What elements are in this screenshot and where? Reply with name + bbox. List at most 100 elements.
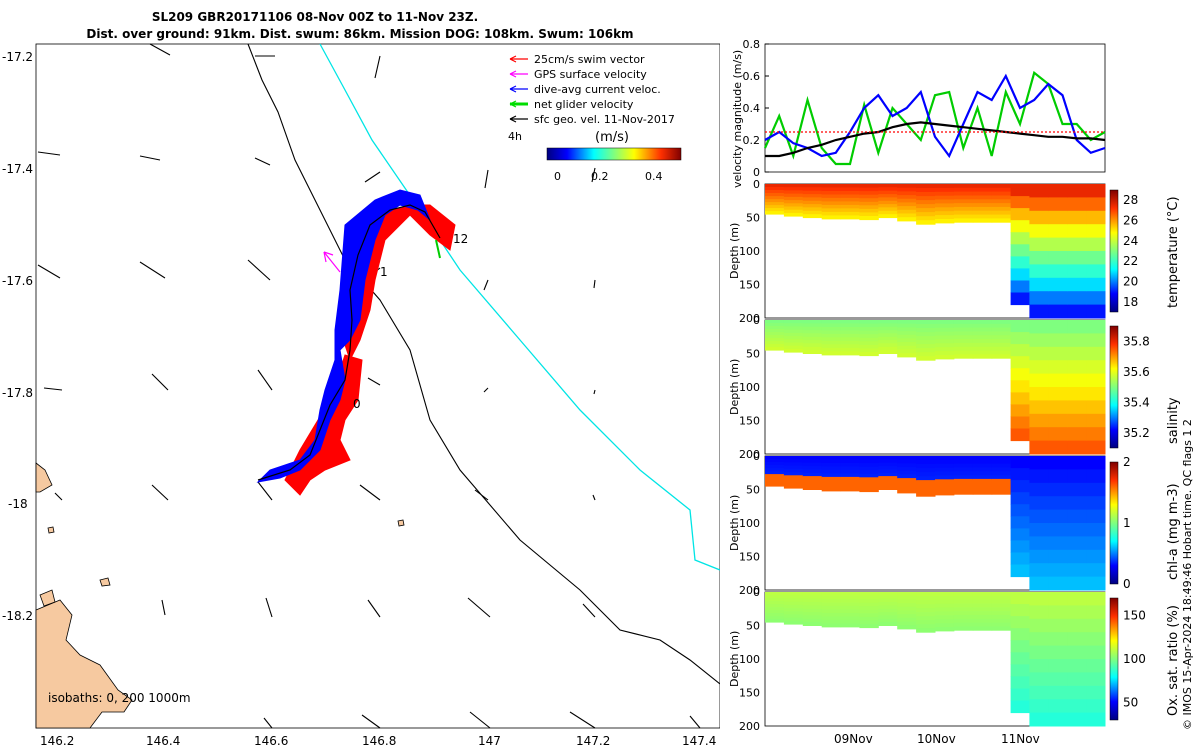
section-cell [802,333,823,338]
section-cell [802,187,823,192]
section-cell [953,206,974,212]
section-cell [1086,509,1106,524]
section-cell [935,323,955,329]
section-cell [821,480,842,485]
section-cell [1010,504,1030,517]
section-cell [935,475,955,480]
section-cell [1010,292,1030,306]
section-cell [972,599,993,604]
section-cell [953,626,974,631]
section-cell [972,354,993,359]
section-cell [765,616,785,620]
section-cell [991,206,1012,212]
section-cell [935,331,955,337]
section-cell [916,624,936,629]
section-cell [991,459,1012,465]
section-cell [991,203,1012,208]
section-cell [991,607,1012,612]
section-cell [802,476,823,480]
section-cell [935,335,955,340]
section-cell [840,197,860,202]
gps-surface-arrow [323,251,341,273]
section-cell [1010,604,1030,617]
section-cell [1067,333,1087,348]
section-cell [916,220,936,225]
isobath-200 [247,43,720,685]
section-cell [859,606,879,611]
section-cell [1067,645,1087,660]
section-cell [991,595,1012,601]
legend-item: 25cm/s swim vector [509,53,645,66]
section-cell [1029,210,1049,225]
section-cell [935,483,955,488]
section-cell [1048,304,1068,319]
section-cell [1067,605,1087,620]
section-cell [765,184,785,188]
section-cell [991,339,1012,344]
section-cell [783,462,804,467]
section-cell [916,348,936,353]
section-cell [765,474,785,478]
section-cell [1067,400,1087,415]
section-cell [972,486,993,491]
section-cell [859,624,879,629]
section-colorbar: 35.2 35.4 35.6 35.8 salinity [1109,325,1181,449]
section-cell [1086,549,1106,564]
section-cell [953,195,974,200]
section-cell [859,613,879,618]
section-cell [1048,413,1068,428]
colorbar-tick: 35.2 [1123,426,1150,440]
section-cell [935,599,955,605]
section-cell [1086,277,1106,292]
section-cell [878,456,898,460]
section-cell [991,478,1012,484]
section-cell [840,323,860,328]
section-cell [821,599,842,603]
depth-tick: 0 [753,178,760,191]
section-cell [765,196,785,200]
legend-extra: 4h [508,130,522,143]
section-cell [1010,592,1030,605]
section-cell [991,618,1012,623]
section-cell [802,592,823,596]
section-cell [1048,632,1068,647]
section-cell [802,190,823,195]
section-cell [991,342,1012,348]
section-cell [783,481,804,486]
section-cell [972,478,993,484]
section-cell [802,469,823,474]
section-cell [765,613,785,617]
section-cell [878,330,898,334]
section-cell [1086,645,1106,660]
section-cell [1086,469,1106,484]
section-cell [859,609,879,614]
section-cell [1067,496,1087,511]
section-cell [1086,712,1106,727]
section-cell [783,200,804,204]
section-cell [972,463,993,468]
section-cell [897,349,917,354]
section-cell [765,601,785,605]
section-cell [821,184,842,188]
section-cell [1067,413,1087,428]
section-cell [972,607,993,612]
section-cell [783,468,804,473]
section-cell [821,323,842,328]
section-cell [1067,469,1087,484]
section-cell [1067,237,1087,252]
section-cell [1048,536,1068,551]
island [39,589,56,607]
section-cell [765,459,785,463]
section-cell [972,614,993,620]
section-cell [916,456,936,461]
colorbar-tick: 18 [1123,295,1138,309]
section-cell [1010,552,1030,566]
section-cell [821,320,842,324]
section-cell [991,335,1012,340]
section-cell [765,462,785,466]
island [397,519,405,527]
section-cell [821,476,842,481]
section-cell [1029,605,1049,620]
section-cell [1067,563,1087,578]
map-xtick: 147.4 [682,734,716,748]
